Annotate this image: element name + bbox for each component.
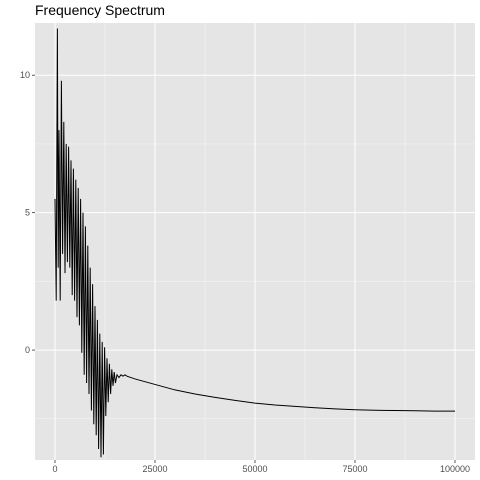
y-tick-label: 10 (20, 70, 30, 80)
x-tick-label: 25000 (142, 464, 167, 474)
y-tick-label: 5 (25, 208, 30, 218)
y-tick-label: 0 (25, 345, 30, 355)
x-tick-label: 50000 (242, 464, 267, 474)
y-axis: 0 5 10 (20, 70, 35, 355)
x-tick-label: 75000 (342, 464, 367, 474)
chart-title: Frequency Spectrum (35, 2, 165, 18)
major-grid-lines (35, 23, 475, 460)
x-tick-label: 0 (52, 464, 57, 474)
x-tick-label: 100000 (440, 464, 470, 474)
x-axis: 0 25000 50000 75000 100000 (52, 460, 470, 474)
spectrum-line (54, 28, 455, 458)
